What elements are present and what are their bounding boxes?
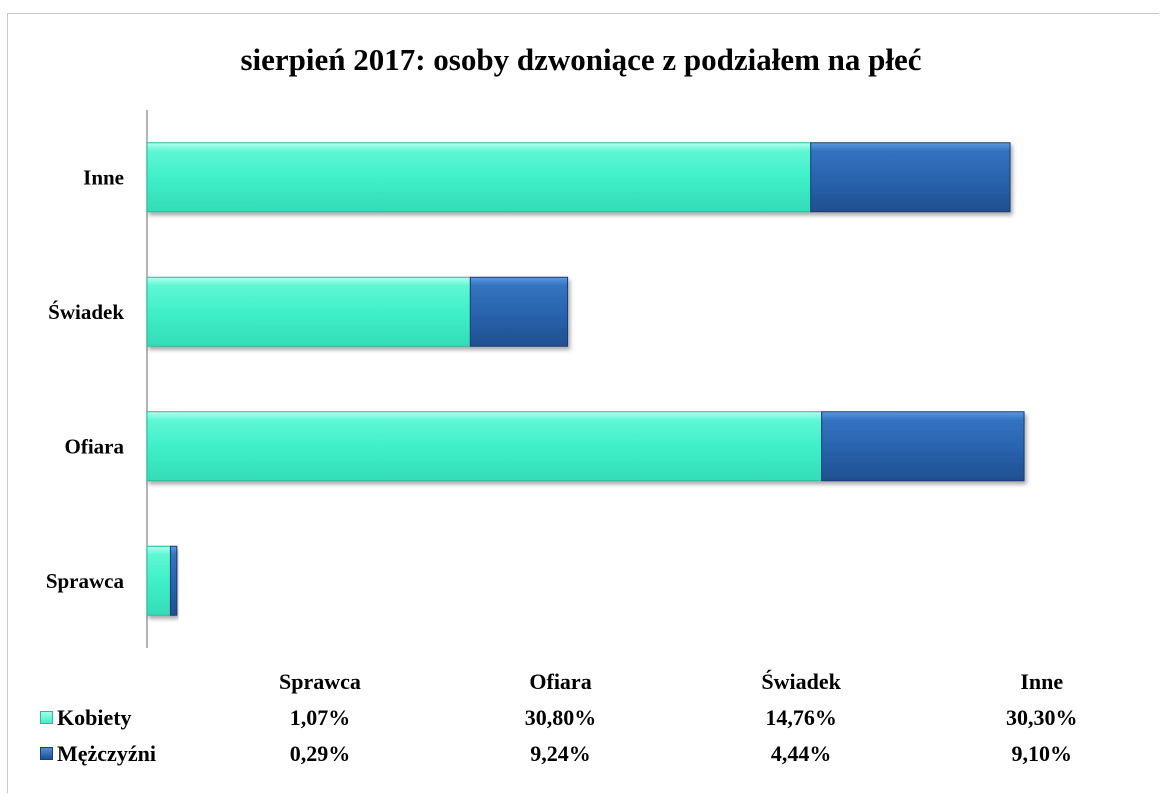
data-label: 4,44% — [770, 741, 832, 766]
series-name: Mężczyźni — [57, 741, 156, 766]
bar-kobiety — [146, 276, 471, 347]
category-label: Inne — [83, 165, 124, 189]
column-header: Inne — [1020, 669, 1064, 694]
bar-kobiety — [146, 411, 823, 482]
data-label: 30,30% — [1005, 705, 1078, 730]
category-label: Ofiara — [65, 434, 125, 458]
data-label: 9,24% — [530, 741, 591, 766]
bar-group-1 — [146, 411, 1025, 482]
data-label: 0,29% — [289, 741, 351, 766]
table-row: Mężczyźni 0,29% 9,24% 4,44% 9,10% — [40, 736, 1162, 772]
bar-group-2 — [146, 276, 569, 347]
bar-mezczyzni — [821, 411, 1025, 482]
category-label: Świadek — [48, 300, 124, 324]
table-row: Kobiety 1,07% 30,80% 14,76% 30,30% — [40, 700, 1162, 736]
bar-kobiety — [146, 545, 171, 616]
category-label: Sprawca — [46, 569, 125, 593]
bar-mezczyzni — [810, 142, 1011, 213]
bar-group-3 — [146, 142, 1011, 213]
legend-entry-kobiety: Kobiety — [40, 700, 200, 736]
data-table-header-row: Sprawca Ofiara Świadek Inne — [40, 664, 1162, 700]
data-table-corner — [40, 664, 200, 700]
column-header: Sprawca — [279, 669, 361, 694]
bar-mezczyzni — [469, 276, 569, 347]
legend-key-kobiety — [40, 711, 53, 724]
data-label: 1,07% — [289, 705, 351, 730]
legend-entry-mezczyzni: Mężczyźni — [40, 736, 200, 772]
legend-key-mezczyzni — [40, 747, 53, 760]
data-label: 30,80% — [524, 705, 597, 730]
data-label: 9,10% — [1011, 741, 1072, 766]
bar-kobiety — [146, 142, 812, 213]
bar-group-0 — [146, 545, 178, 616]
series-name: Kobiety — [57, 705, 132, 730]
data-label: 14,76% — [765, 705, 837, 730]
chart-frame — [7, 13, 1159, 793]
column-header: Świadek — [761, 669, 841, 694]
bar-mezczyzni — [169, 545, 178, 616]
data-table: Sprawca Ofiara Świadek Inne Kobiety 1,07… — [40, 664, 1162, 772]
column-header: Ofiara — [529, 669, 592, 694]
chart-title: sierpień 2017: osoby dzwoniące z podział… — [240, 42, 922, 77]
